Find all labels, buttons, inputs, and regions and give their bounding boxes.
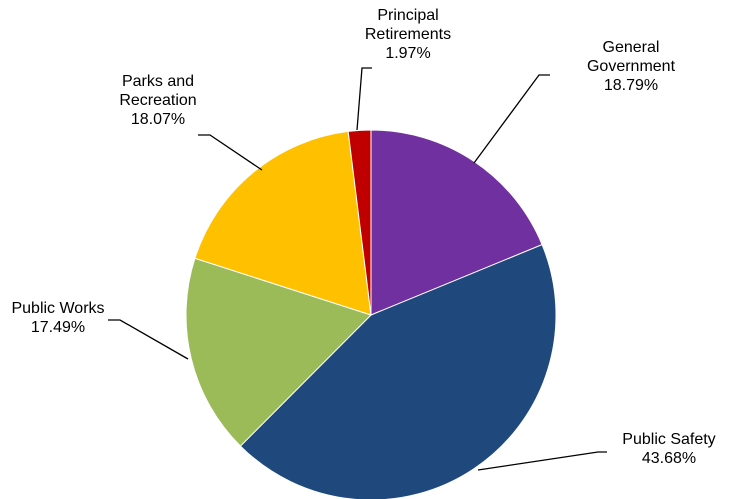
slice-name-line-principal-retirements: Retirements [365, 26, 451, 43]
pie-slice-principal-retirements [347, 129, 372, 316]
slice-name-line-parks-and-recreation: Parks and [122, 73, 194, 90]
leader-line-public-works [108, 319, 189, 360]
leader-line-general-government [473, 74, 550, 164]
slice-percent-parks-and-recreation: 18.07% [131, 111, 185, 128]
pie-slice-parks-and-recreation [194, 130, 372, 316]
slice-name-line-general-government: General [603, 39, 660, 56]
pie-slice-public-safety [239, 243, 557, 499]
leader-line-parks-and-recreation [198, 134, 263, 171]
pie-slice-general-government [370, 129, 543, 316]
slice-percent-general-government: 18.79% [604, 77, 658, 94]
slice-labels: General Government 18.79% Public Safety 43.6… [11, 7, 715, 467]
slice-label-general-government: General Government 18.79% [587, 39, 676, 94]
slice-label-public-safety: Public Safety 43.68% [622, 431, 715, 467]
slice-label-principal-retirements: Principal Retirements 1.97% [365, 7, 451, 62]
pie-slices [185, 129, 557, 499]
leader-lines [108, 67, 607, 471]
leader-line-principal-retirements [356, 67, 372, 131]
slice-name-line-public-works: Public Works [11, 300, 104, 317]
slice-percent-public-safety: 43.68% [642, 450, 696, 467]
slice-percent-public-works: 17.49% [31, 319, 85, 336]
leader-line-public-safety [477, 451, 607, 471]
slice-name-line-principal-retirements: Principal [377, 7, 438, 24]
slice-name-line-general-government: Government [587, 58, 676, 75]
slice-label-parks-and-recreation: Parks and Recreation 18.07% [119, 73, 196, 128]
slice-label-public-works: Public Works 17.49% [11, 300, 104, 336]
slice-name-line-parks-and-recreation: Recreation [119, 92, 196, 109]
pie-slice-public-works [185, 257, 372, 447]
slice-name-line-public-safety: Public Safety [622, 431, 715, 448]
slice-percent-principal-retirements: 1.97% [385, 45, 430, 62]
